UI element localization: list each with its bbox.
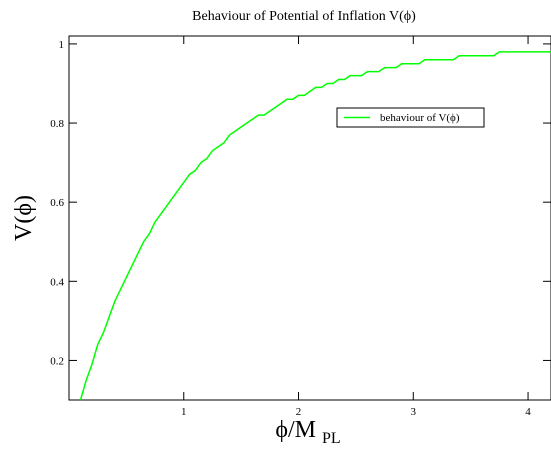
x-tick-label-1: 2	[296, 406, 302, 418]
chart-legend: behaviour of V(ϕ)	[336, 107, 485, 128]
x-tick-label-0: 1	[181, 406, 187, 418]
y-tick-label-0: 0.2	[50, 355, 64, 367]
y-tick-label-1: 0.4	[50, 276, 64, 288]
legend-label: behaviour of V(ϕ)	[380, 112, 460, 124]
x-axis-label-main: ϕ/M	[275, 417, 316, 443]
x-axis-label: ϕ/M PL	[275, 417, 340, 447]
plot-frame	[68, 35, 551, 401]
y-axis-ticks: 0.2 0.4 0.6 0.8 1	[50, 39, 551, 367]
y-tick-label-3: 0.8	[50, 118, 64, 130]
y-tick-label-2: 0.6	[50, 197, 64, 209]
y-tick-label-4: 1	[59, 39, 65, 51]
series-line-behaviour-of-v	[79, 51, 551, 401]
x-axis-label-subscript: PL	[322, 430, 341, 447]
legend-box	[336, 107, 485, 128]
x-axis-ticks: 1 2 3 4	[181, 36, 531, 418]
x-tick-label-2: 3	[411, 406, 417, 418]
x-tick-label-3: 4	[525, 406, 531, 418]
y-axis-label: V(ϕ)	[11, 195, 37, 241]
chart-title: Behaviour of Potential of Inflation V(ϕ)	[192, 9, 416, 24]
